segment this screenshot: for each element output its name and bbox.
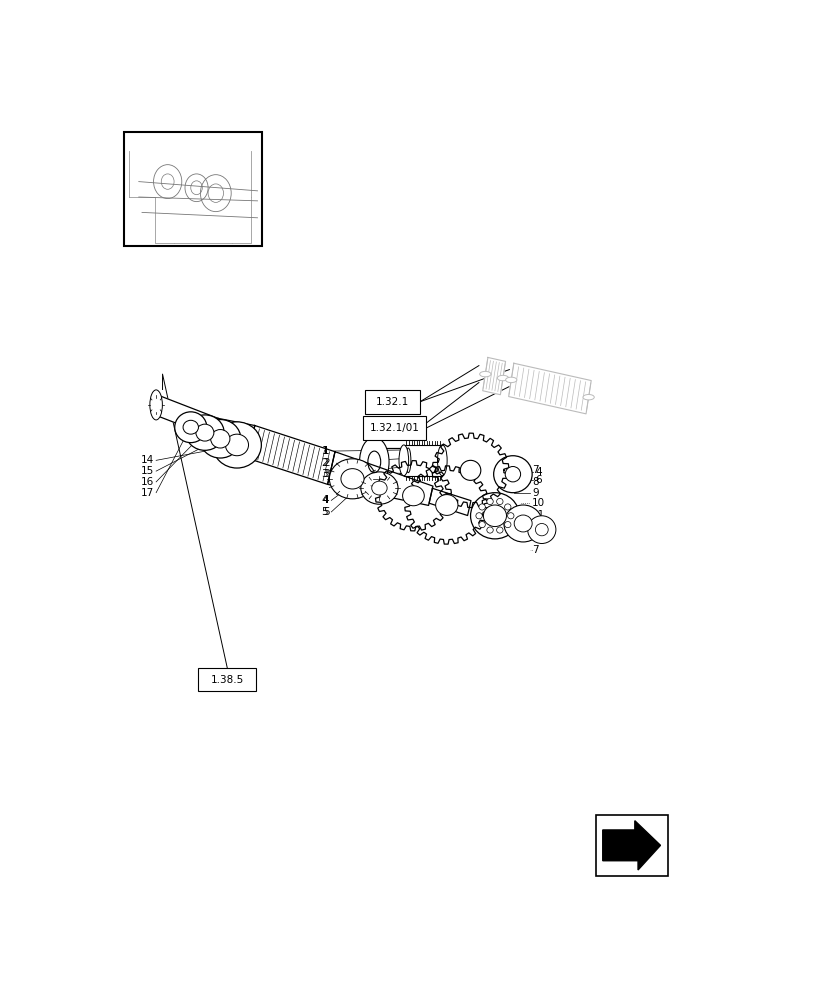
Ellipse shape [504, 522, 510, 528]
Text: 1.38.5: 1.38.5 [210, 675, 244, 685]
FancyBboxPatch shape [363, 416, 426, 440]
Ellipse shape [496, 498, 503, 505]
Text: 3: 3 [323, 469, 329, 479]
Text: 12: 12 [532, 522, 545, 532]
Ellipse shape [437, 445, 447, 476]
Ellipse shape [504, 504, 510, 510]
Ellipse shape [504, 505, 542, 542]
Text: 7: 7 [532, 465, 538, 475]
Text: 4: 4 [535, 467, 542, 477]
Ellipse shape [435, 495, 457, 515]
Ellipse shape [460, 460, 480, 480]
Polygon shape [154, 395, 218, 438]
Text: 14: 14 [141, 455, 154, 465]
Ellipse shape [497, 375, 508, 381]
FancyBboxPatch shape [365, 389, 419, 414]
Ellipse shape [329, 459, 375, 499]
Text: 3: 3 [321, 469, 327, 479]
Polygon shape [428, 488, 471, 516]
Ellipse shape [213, 422, 261, 468]
Text: 7: 7 [532, 545, 538, 555]
FancyBboxPatch shape [198, 668, 256, 691]
Text: 5: 5 [323, 507, 329, 517]
Polygon shape [247, 426, 335, 484]
Ellipse shape [470, 493, 519, 539]
Ellipse shape [150, 390, 162, 420]
Ellipse shape [174, 412, 207, 443]
Ellipse shape [361, 472, 398, 504]
Ellipse shape [225, 434, 248, 456]
Text: 2: 2 [323, 458, 329, 468]
Text: 1.32.1/01: 1.32.1/01 [370, 423, 419, 433]
Ellipse shape [507, 513, 514, 519]
Ellipse shape [493, 456, 532, 493]
Ellipse shape [402, 486, 423, 506]
Text: 17: 17 [141, 488, 154, 498]
Text: 6: 6 [535, 475, 542, 485]
Text: 4: 4 [321, 495, 327, 505]
Ellipse shape [371, 481, 387, 495]
Ellipse shape [341, 469, 364, 489]
Ellipse shape [478, 522, 485, 528]
Ellipse shape [505, 377, 516, 383]
Ellipse shape [479, 371, 490, 377]
Ellipse shape [199, 420, 241, 458]
Text: 1: 1 [323, 446, 329, 456]
Bar [404, 445, 442, 476]
Polygon shape [327, 452, 433, 505]
Ellipse shape [504, 466, 520, 482]
Polygon shape [213, 418, 255, 458]
Ellipse shape [582, 394, 594, 400]
Text: 9: 9 [532, 488, 538, 498]
Polygon shape [508, 363, 590, 414]
Ellipse shape [185, 415, 224, 450]
Ellipse shape [405, 448, 410, 473]
Text: 8: 8 [532, 477, 538, 487]
Ellipse shape [476, 513, 481, 519]
Ellipse shape [478, 504, 485, 510]
Bar [595, 815, 667, 876]
Text: 4: 4 [323, 495, 329, 505]
Ellipse shape [527, 516, 555, 544]
Text: 2: 2 [321, 458, 327, 468]
Polygon shape [602, 821, 660, 870]
Text: 5: 5 [321, 507, 327, 517]
Ellipse shape [359, 437, 389, 487]
Text: 1.32.1: 1.32.1 [375, 397, 409, 407]
Ellipse shape [486, 498, 493, 505]
Polygon shape [482, 357, 505, 395]
Text: 11: 11 [532, 510, 545, 520]
Ellipse shape [486, 527, 493, 533]
Ellipse shape [483, 505, 506, 527]
Ellipse shape [496, 527, 503, 533]
Ellipse shape [399, 445, 409, 476]
Ellipse shape [196, 424, 213, 441]
Bar [124, 132, 261, 246]
Text: 13: 13 [532, 533, 545, 543]
Text: 10: 10 [532, 498, 545, 508]
Text: 15: 15 [141, 466, 154, 476]
Ellipse shape [183, 420, 198, 434]
Text: 1: 1 [321, 446, 327, 456]
Ellipse shape [535, 523, 547, 536]
Text: 16: 16 [141, 477, 154, 487]
Ellipse shape [210, 430, 230, 448]
Ellipse shape [514, 515, 532, 532]
